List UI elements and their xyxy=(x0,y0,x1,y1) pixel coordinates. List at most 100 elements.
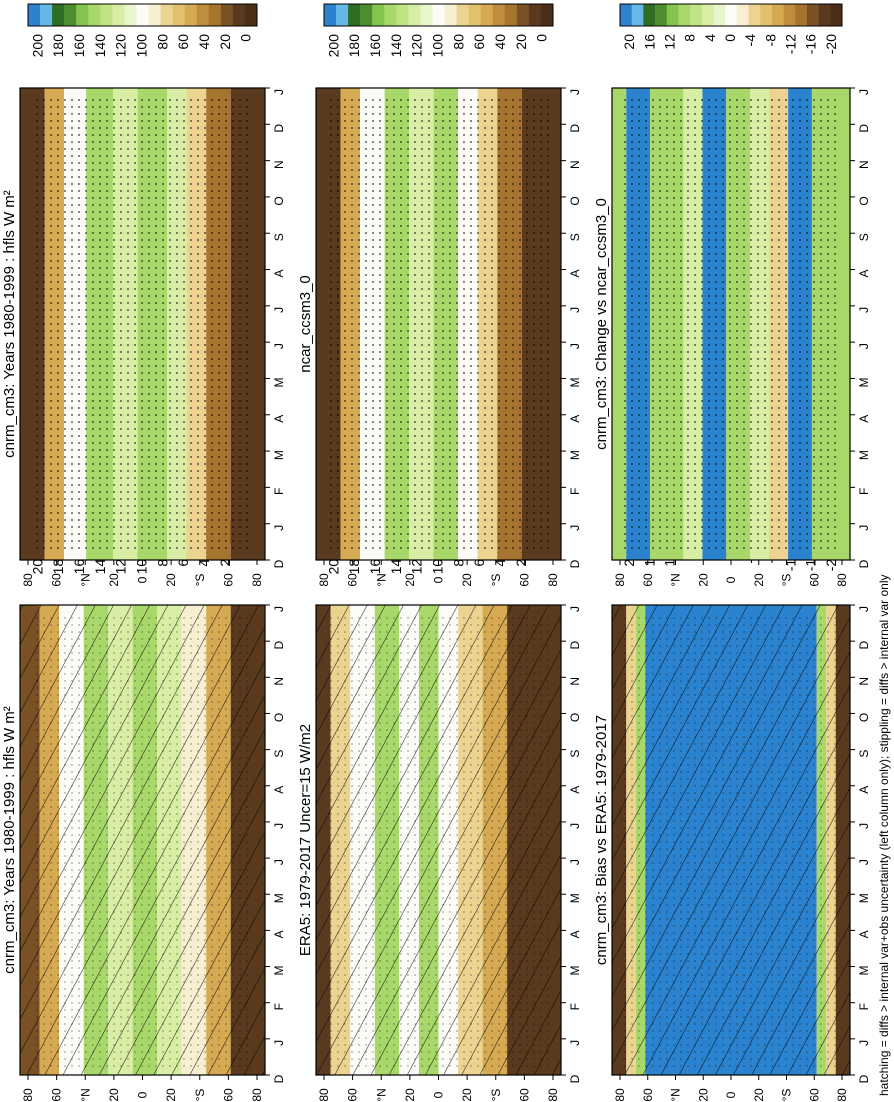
panel-middle-left: D J F M A M J J A S O N D J 80 60 °N 20 0 20 °S 60 80 ERA5: 197… xyxy=(297,520,582,1102)
colorbar-frame xyxy=(619,3,843,27)
colorbar-label: 160 xyxy=(367,34,383,58)
colorbar-label: -20 xyxy=(823,34,839,54)
colorbar-segment xyxy=(818,4,831,26)
y-tick-label: 60 xyxy=(221,1088,235,1102)
colorbar-segment xyxy=(384,4,397,26)
colorbar-label: 20 xyxy=(513,34,529,50)
x-tick-label: O xyxy=(568,713,582,722)
colorbar-label: 160 xyxy=(71,34,87,58)
x-tick-label: D xyxy=(568,640,582,649)
x-tick-label: M xyxy=(857,377,871,387)
stippling-overlay xyxy=(32,96,253,552)
colorbar-segment xyxy=(655,4,668,26)
colorbar-segment xyxy=(444,4,457,26)
x-tick-label: M xyxy=(272,377,286,387)
colorbar-label: 80 xyxy=(154,34,170,50)
colorbar-label: 20 xyxy=(217,34,233,50)
colorbar-segment xyxy=(701,4,714,26)
colorbar-segment xyxy=(516,4,530,26)
y-tick-label: 80 xyxy=(21,1088,35,1102)
figure-footer: hatching = diffs > internal var+obs unce… xyxy=(877,574,891,1096)
y-tick-label: 80 xyxy=(835,1088,849,1102)
colorbar-segment xyxy=(480,4,494,26)
x-tick-label: F xyxy=(272,1003,286,1010)
y-tick-label: °N xyxy=(669,573,683,586)
x-tick-label: A xyxy=(568,415,582,423)
colorbar-segment xyxy=(643,4,656,26)
colorbar-label: 0 xyxy=(534,34,550,42)
colorbar-segment xyxy=(324,4,337,26)
colorbar-segment xyxy=(690,4,703,26)
x-tick-label: N xyxy=(857,677,871,686)
colorbar-segment xyxy=(504,4,518,26)
x-tick-label: J xyxy=(272,606,286,612)
colorbar-segment xyxy=(136,4,149,26)
y-tick-label: 60 xyxy=(346,573,360,587)
x-tick-label: S xyxy=(272,750,286,758)
colorbar-segment xyxy=(160,4,173,26)
x-tick-label: J xyxy=(272,1040,286,1046)
colorbar-frame xyxy=(323,3,554,27)
colorbar-label: 80 xyxy=(450,34,466,50)
y-tick-label: 20 xyxy=(107,573,121,587)
colorbar-segment xyxy=(112,4,125,26)
colorbar-label: 180 xyxy=(50,34,66,58)
colorbar-frame xyxy=(27,3,258,27)
colorbar-label: 12 xyxy=(661,34,677,50)
x-tick-label: A xyxy=(857,270,871,278)
x-tick-label: D xyxy=(568,559,582,568)
x-tick-label: J xyxy=(857,823,871,829)
colorbar-segment xyxy=(232,4,246,26)
y-tick-label: 20 xyxy=(752,1088,766,1102)
y-tick-label: 80 xyxy=(317,573,331,587)
colorbar-label: 4 xyxy=(702,34,718,42)
colorbar-segment xyxy=(244,4,258,26)
colorbar-segment xyxy=(795,4,808,26)
x-tick-label: M xyxy=(857,966,871,976)
x-tick-label: J xyxy=(272,343,286,349)
colorbar-segment xyxy=(468,4,481,26)
y-tick-label: °N xyxy=(374,1088,388,1101)
y-tick-label: 60 xyxy=(517,573,531,587)
x-tick-label: A xyxy=(272,415,286,423)
colorbar-label: -8 xyxy=(762,34,778,47)
y-tick-label: 20 xyxy=(403,573,417,587)
y-tick-label: 0 xyxy=(432,576,446,583)
stippling-overlay xyxy=(623,96,839,552)
y-tick-label: 0 xyxy=(136,1091,150,1098)
y-tick-label: 20 xyxy=(460,1088,474,1102)
x-tick-label: J xyxy=(857,89,871,95)
colorbar-label: 16 xyxy=(641,34,657,50)
colorbar-segment xyxy=(760,4,773,26)
colorbar-segment xyxy=(124,4,137,26)
y-tick-label: 20 xyxy=(460,573,474,587)
colorbar-segment xyxy=(64,4,77,26)
colorbar-label: 60 xyxy=(175,34,191,50)
x-tick-label: A xyxy=(568,786,582,794)
x-tick-label: J xyxy=(857,1040,871,1046)
colorbar-label: 140 xyxy=(388,34,404,58)
colorbar-label: 60 xyxy=(471,34,487,50)
x-tick-label: J xyxy=(857,606,871,612)
colorbar-segment xyxy=(372,4,385,26)
panel-top-left: D J F M A M J J A S O N D J 80 60 °N 20 0 20 °S 60 80 cnrm_cm3:… xyxy=(1,520,286,1102)
colorbar-label: 180 xyxy=(346,34,362,58)
x-tick-label: N xyxy=(857,160,871,169)
x-tick-label: J xyxy=(568,859,582,865)
colorbar-segment xyxy=(52,4,65,26)
x-tick-label: S xyxy=(272,233,286,241)
colorbar-segment xyxy=(100,4,113,26)
panel-title: cnrm_cm3: Years 1980-1999 : hfls W m² xyxy=(1,190,18,458)
y-tick-label: °S xyxy=(489,1089,503,1102)
y-tick-label: 80 xyxy=(546,1088,560,1102)
y-tick-label: 20 xyxy=(164,573,178,587)
x-tick-label: A xyxy=(272,786,286,794)
x-tick-label: D xyxy=(568,1074,582,1083)
x-tick-label: F xyxy=(857,488,871,495)
colorbar-segment xyxy=(360,4,373,26)
colorbar-segment xyxy=(771,4,784,26)
y-tick-label: °N xyxy=(78,573,92,586)
colorbar-segment xyxy=(28,4,41,26)
x-tick-label: D xyxy=(857,640,871,649)
